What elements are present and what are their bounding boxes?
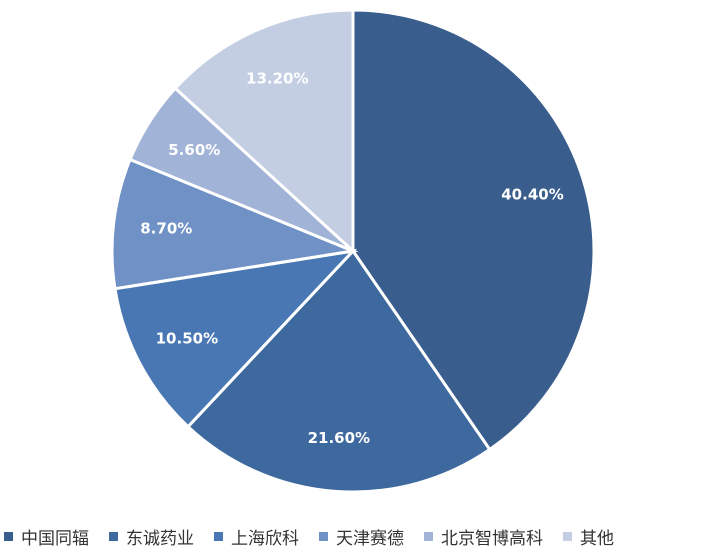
pie-slice <box>110 157 359 291</box>
legend-item: 天津赛德 <box>319 524 404 549</box>
legend-item: 其他 <box>563 524 614 549</box>
data-label: 10.50% <box>156 329 218 347</box>
legend-label: 天津赛德 <box>336 529 404 549</box>
legend-label: 中国同辐 <box>21 529 89 549</box>
legend-swatch <box>563 532 572 541</box>
legend-item: 北京智博高科 <box>424 524 543 549</box>
data-label: 21.60% <box>308 429 370 447</box>
pie-chart: 40.40% 21.60% 10.50% 8.70% 5.60% 13.20% <box>110 8 596 494</box>
legend-swatch <box>214 532 223 541</box>
legend-swatch <box>109 532 118 541</box>
data-label: 8.70% <box>140 220 192 238</box>
legend-swatch <box>4 532 13 541</box>
pie-slice <box>351 8 596 452</box>
data-label: 5.60% <box>168 141 220 159</box>
legend-item: 上海欣科 <box>214 524 299 549</box>
data-label: 13.20% <box>246 69 308 87</box>
pie-slice <box>113 248 358 429</box>
legend-label: 其他 <box>580 529 614 549</box>
legend-swatch <box>424 532 433 541</box>
legend-item: 东诚药业 <box>109 524 194 549</box>
legend-swatch <box>319 532 328 541</box>
legend-label: 北京智博高科 <box>441 529 543 549</box>
pie-slice <box>185 248 492 494</box>
data-label: 40.40% <box>501 186 563 204</box>
legend-label: 上海欣科 <box>231 529 299 549</box>
legend: 中国同辐 东诚药业 上海欣科 天津赛德 北京智博高科 其他 <box>4 524 717 549</box>
pie-slice <box>173 8 355 255</box>
legend-label: 东诚药业 <box>126 529 194 549</box>
legend-item: 中国同辐 <box>4 524 89 549</box>
